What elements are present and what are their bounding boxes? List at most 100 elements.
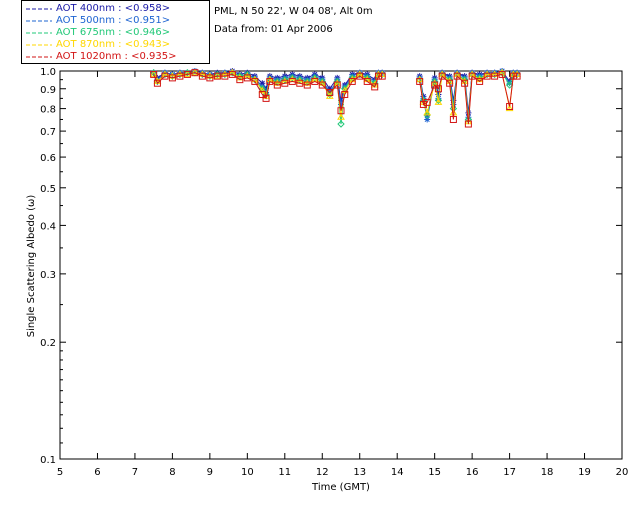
data-point [371, 83, 379, 91]
data-point [464, 120, 472, 128]
y-tick-label: 0.3 [40, 270, 56, 281]
x-tick-label: 6 [94, 467, 100, 478]
series-layer [149, 68, 521, 128]
data-point [236, 76, 244, 84]
y-tick-label: 0.1 [40, 455, 56, 466]
x-tick-label: 16 [466, 467, 479, 478]
data-point [183, 70, 191, 78]
data-point [338, 101, 344, 108]
data-point [258, 86, 267, 94]
y-tick-label: 0.9 [40, 85, 56, 96]
x-tick-label: 7 [132, 467, 138, 478]
data-point [266, 74, 273, 81]
x-tick-label: 17 [503, 467, 516, 478]
legend-label-400nm: AOT 400nm : <0.958> [56, 3, 171, 14]
x-tick-label: 19 [578, 467, 591, 478]
data-point [311, 77, 319, 85]
data-point [251, 77, 259, 85]
data-point [303, 77, 311, 86]
data-point [288, 74, 297, 82]
x-tick-label: 20 [616, 467, 629, 478]
data-point [288, 77, 296, 85]
data-point [251, 74, 258, 81]
plot-frame [59, 70, 623, 460]
data-point [259, 80, 266, 87]
legend-swatch-675nm [26, 32, 52, 34]
y-tick-label: 0.8 [40, 105, 56, 116]
data-point [374, 72, 382, 80]
legend-swatch-500nm [26, 20, 52, 22]
data-point [423, 108, 432, 116]
data-point [263, 85, 270, 92]
data-point [340, 86, 349, 94]
x-tick-label: 8 [169, 467, 175, 478]
data-date: Data from: 01 Apr 2006 [214, 24, 333, 35]
data-point [258, 90, 266, 98]
data-point [243, 74, 251, 82]
data-point [468, 72, 476, 80]
data-point [513, 72, 521, 80]
data-point [168, 74, 176, 82]
data-point [505, 81, 514, 89]
data-point [161, 72, 169, 80]
data-point [333, 81, 341, 89]
x-tick-label: 13 [353, 467, 366, 478]
data-point [228, 70, 236, 78]
data-point [150, 70, 158, 78]
data-point [326, 89, 334, 97]
data-point [416, 74, 423, 81]
data-point [341, 90, 349, 98]
data-point [423, 98, 431, 106]
x-tick-label: 9 [207, 467, 213, 478]
data-point [296, 79, 304, 87]
legend-label-1020nm: AOT 1020nm : <0.935> [56, 51, 177, 62]
x-axis-label: Time (GMT) [311, 482, 370, 493]
data-point [378, 72, 386, 80]
legend-label-870nm: AOT 870nm : <0.943> [56, 39, 171, 50]
data-point [206, 74, 214, 82]
station-info: PML, N 50 22', W 04 08', Alt 0m [214, 6, 373, 17]
x-tick-label: 18 [541, 467, 554, 478]
data-point [213, 72, 221, 80]
data-point [262, 94, 270, 102]
y-tick-label: 0.4 [40, 221, 56, 232]
series-4 [150, 69, 521, 128]
y-tick-label: 0.7 [40, 127, 56, 138]
data-point [431, 81, 439, 89]
data-point [506, 103, 514, 111]
data-point [434, 98, 443, 105]
x-tick-label: 11 [278, 467, 291, 478]
data-point [338, 97, 344, 104]
data-point [154, 76, 161, 83]
data-point [461, 79, 469, 87]
series-line [153, 72, 383, 111]
data-point [273, 77, 282, 86]
data-point [303, 81, 311, 89]
data-point [435, 91, 442, 98]
data-point [326, 85, 333, 92]
axes: 5 6 7 8 9 10 11 12 13 14 15 16 17 18 19 20 0.1 0.2 0.3 0.4 0… [40, 67, 628, 478]
data-point [424, 116, 431, 123]
data-point [198, 72, 206, 80]
y-tick-label: 0.5 [40, 184, 56, 195]
legend-swatch-400nm [26, 8, 52, 10]
data-point [337, 107, 345, 115]
data-point [453, 72, 461, 80]
x-tick-label: 15 [428, 467, 441, 478]
legend-swatch-1020nm [26, 56, 52, 58]
legend-swatch-870nm [26, 44, 52, 46]
series-line [419, 73, 518, 125]
legend-label-500nm: AOT 500nm : <0.951> [56, 15, 171, 26]
data-point [498, 70, 506, 78]
data-point [221, 72, 229, 80]
data-point [191, 68, 198, 74]
data-point [281, 79, 289, 87]
data-point [434, 96, 443, 105]
data-point [506, 80, 513, 87]
data-point [505, 104, 514, 112]
data-point [149, 70, 158, 77]
x-tick-label: 10 [241, 467, 254, 478]
x-tick-label: 14 [391, 467, 404, 478]
data-point [337, 113, 345, 120]
